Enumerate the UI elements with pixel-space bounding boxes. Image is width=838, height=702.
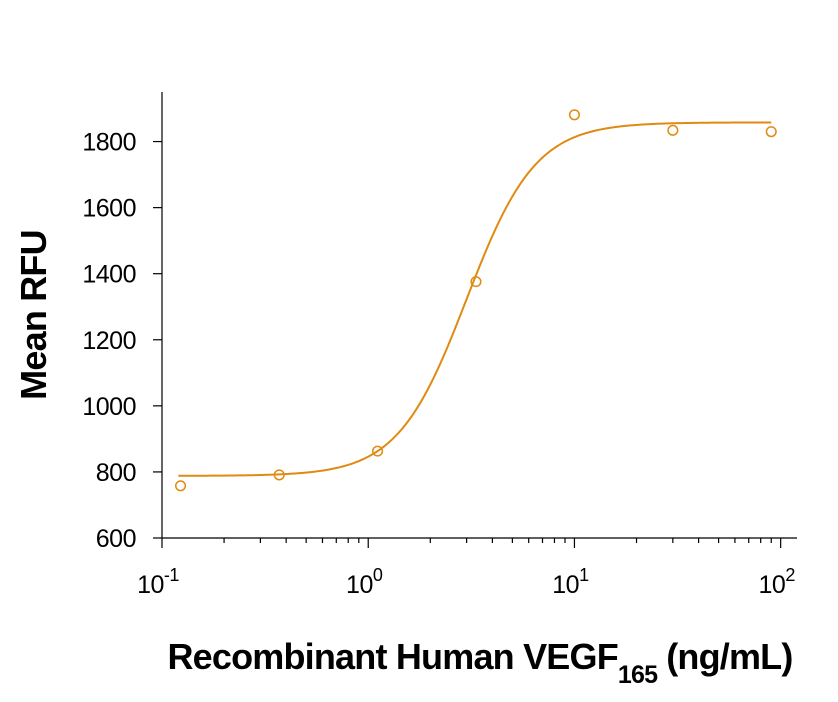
x-tick-label: 101 bbox=[552, 565, 589, 599]
x-ticks: 10-1 100 101 102 bbox=[137, 538, 796, 599]
y-tick-label: 800 bbox=[96, 459, 136, 487]
x-tick-label: 100 bbox=[346, 565, 383, 599]
fit-curve-group bbox=[178, 121, 772, 477]
y-tick-label: 1200 bbox=[82, 327, 136, 355]
y-ticks: 600 800 1000 1200 1400 1600 1800 bbox=[82, 129, 162, 553]
data-point bbox=[667, 124, 679, 136]
data-point bbox=[568, 109, 580, 121]
x-axis-title: Recombinant Human VEGF165 (ng/mL) bbox=[167, 636, 792, 689]
y-tick-label: 1000 bbox=[82, 393, 136, 421]
fit-curve bbox=[178, 121, 772, 477]
x-axis-title-unit: (ng/mL) bbox=[666, 636, 792, 677]
axes bbox=[161, 92, 797, 539]
data-point bbox=[470, 276, 482, 288]
y-axis-title: Mean RFU bbox=[13, 230, 54, 400]
x-axis-title-main: Recombinant Human VEGF bbox=[167, 636, 617, 677]
y-tick-label: 1400 bbox=[82, 261, 136, 289]
x-axis-title-subscript: 165 bbox=[618, 661, 658, 689]
y-tick-label: 1600 bbox=[82, 195, 136, 223]
x-tick-label: 10-1 bbox=[137, 565, 179, 599]
y-tick-label: 600 bbox=[96, 525, 136, 553]
y-tick-label: 1800 bbox=[82, 129, 136, 157]
data-points bbox=[174, 109, 777, 492]
x-tick-label: 102 bbox=[759, 565, 796, 599]
data-point bbox=[273, 469, 285, 481]
data-point bbox=[174, 480, 187, 492]
data-point bbox=[765, 126, 777, 138]
data-point bbox=[372, 445, 384, 457]
